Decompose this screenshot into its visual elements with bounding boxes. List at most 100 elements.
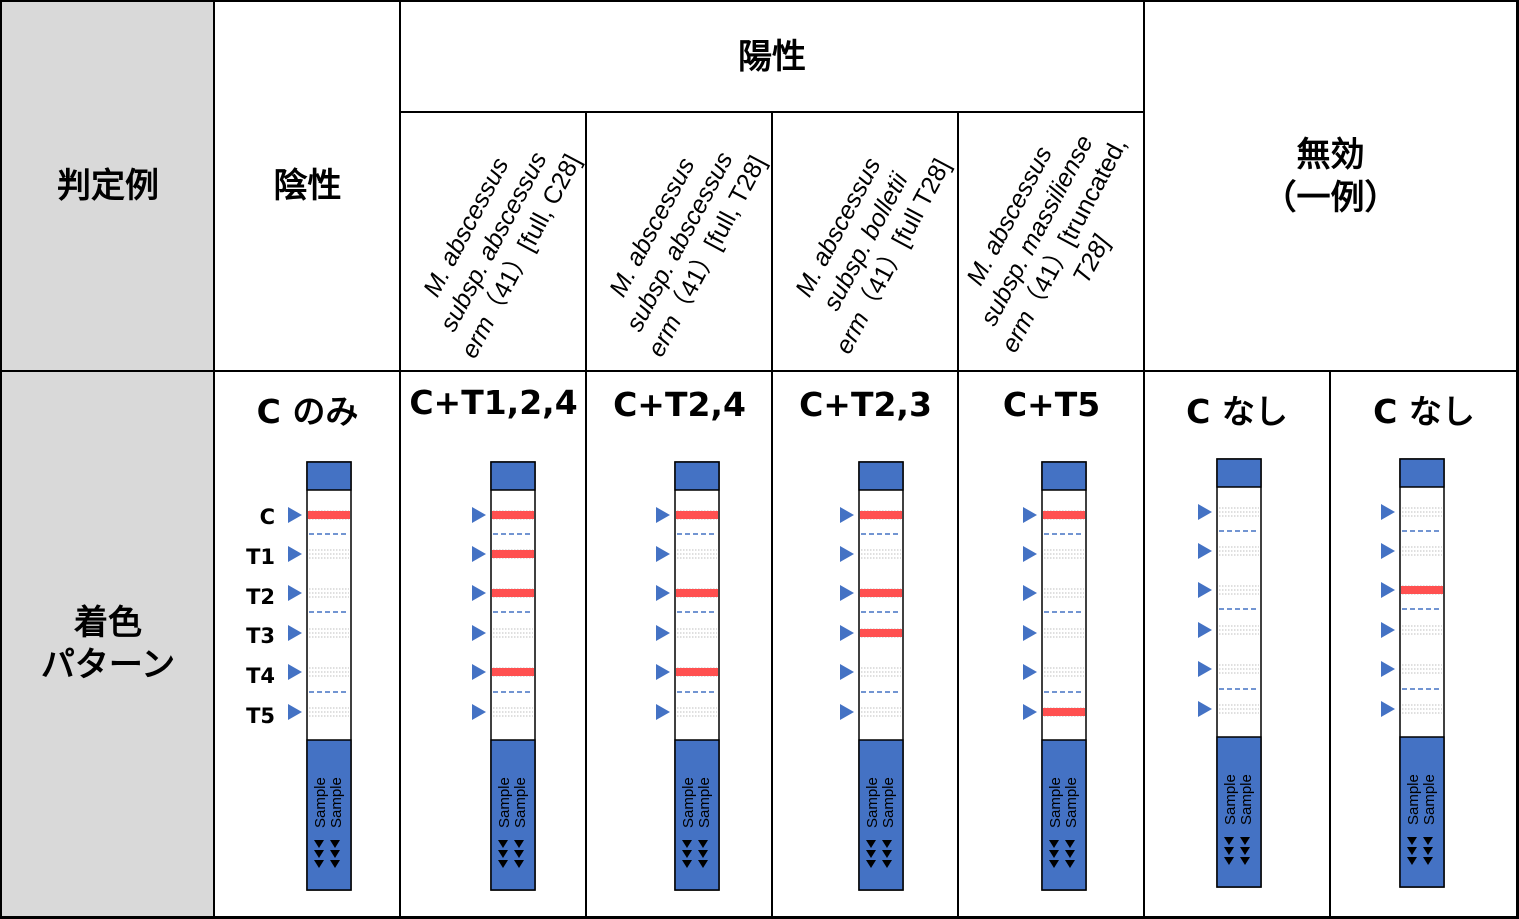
marker-label-t4: T4 xyxy=(246,664,275,688)
test-strip-3: Sample Sample xyxy=(653,461,721,892)
flow-arrow-icon xyxy=(1065,860,1075,868)
test-strip-4: Sample Sample xyxy=(837,461,905,892)
negative-header: 陰性 xyxy=(215,2,400,371)
marker-arrow-t3 xyxy=(1198,622,1212,638)
invalid-header-line2: （一例） xyxy=(1262,177,1399,218)
flow-arrow-icon xyxy=(330,850,340,858)
flow-arrow-icon xyxy=(1240,847,1250,855)
flow-arrow-icon xyxy=(314,840,324,848)
negative-header-text: 陰性 xyxy=(273,166,342,207)
band-c xyxy=(860,511,902,519)
marker-arrow-c xyxy=(472,507,486,523)
flow-arrow-icon xyxy=(882,850,892,858)
pattern-label-7: C なし xyxy=(1373,392,1475,431)
flow-arrow-icon xyxy=(330,840,340,848)
strip-top-pad xyxy=(1041,461,1087,491)
strip-sample-pad xyxy=(858,739,904,891)
flow-arrow-icon xyxy=(514,860,524,868)
strip-sample-pad xyxy=(674,739,720,891)
flow-arrow-icon xyxy=(1224,847,1234,855)
test-strip-6: Sample Sample xyxy=(1195,458,1263,889)
pattern-label-3: C+T2,4 xyxy=(613,385,746,424)
marker-arrow-t2 xyxy=(1023,585,1037,601)
table-border-left xyxy=(0,0,2,919)
marker-arrow-t3 xyxy=(472,625,486,641)
col-divider-6 xyxy=(1143,0,1145,919)
sample-label-2: Sample xyxy=(880,777,897,828)
flow-arrow-icon xyxy=(1240,857,1250,865)
band-t2 xyxy=(860,589,902,597)
marker-arrow-c xyxy=(1198,504,1212,520)
flow-arrow-icon xyxy=(314,860,324,868)
flow-arrow-icon xyxy=(1049,850,1059,858)
strip-sample-pad xyxy=(1041,739,1087,891)
sample-label-1: Sample xyxy=(680,777,697,828)
col-divider-4 xyxy=(771,111,773,919)
sample-label-2: Sample xyxy=(1421,774,1438,825)
band-t1 xyxy=(492,550,534,558)
flow-arrow-icon xyxy=(1423,857,1433,865)
flow-arrow-icon xyxy=(498,840,508,848)
strip-sample-pad xyxy=(306,739,352,891)
pattern-label-5: C+T5 xyxy=(1002,385,1101,424)
band-t2 xyxy=(676,589,718,597)
band-c xyxy=(492,511,534,519)
band-c xyxy=(676,511,718,519)
subtype-label-4: M. abscessus subsp. massiliense erm（41）[… xyxy=(940,103,1162,372)
flow-arrow-icon xyxy=(698,850,708,858)
marker-arrow-t5 xyxy=(1198,701,1212,717)
flow-arrow-icon xyxy=(1224,857,1234,865)
marker-arrow-t1 xyxy=(288,546,302,562)
marker-arrow-t5 xyxy=(1023,704,1037,720)
flow-arrow-icon xyxy=(1224,837,1234,845)
test-strip-1: Sample Sample xyxy=(285,461,353,892)
marker-arrow-t4 xyxy=(288,664,302,680)
marker-arrow-c xyxy=(656,507,670,523)
flow-arrow-icon xyxy=(498,860,508,868)
marker-arrow-t4 xyxy=(1198,661,1212,677)
sample-label-1: Sample xyxy=(312,777,329,828)
flow-arrow-icon xyxy=(866,840,876,848)
strip-sample-pad xyxy=(1399,736,1445,888)
positive-header: 陽性 xyxy=(401,2,1143,112)
flow-arrow-icon xyxy=(1407,857,1417,865)
flow-arrow-icon xyxy=(330,860,340,868)
invalid-header-line1: 無効 xyxy=(1296,135,1365,175)
marker-arrow-t5 xyxy=(472,704,486,720)
marker-arrow-t3 xyxy=(1381,622,1395,638)
sample-label-2: Sample xyxy=(696,777,713,828)
strip-sample-pad xyxy=(1216,736,1262,888)
marker-arrow-t3 xyxy=(656,625,670,641)
sample-label-1: Sample xyxy=(1405,774,1422,825)
marker-label-c: C xyxy=(259,505,275,529)
marker-arrow-t2 xyxy=(1381,582,1395,598)
pattern-label-6: C なし xyxy=(1186,392,1288,431)
flow-arrow-icon xyxy=(682,850,692,858)
marker-arrow-t1 xyxy=(1023,546,1037,562)
table-border-top xyxy=(0,0,1519,2)
band-c xyxy=(1043,511,1085,519)
marker-label-t1: T1 xyxy=(246,545,275,569)
test-strip-5: Sample Sample xyxy=(1020,461,1088,892)
row-label-pattern: 着色 パターン xyxy=(2,372,214,916)
col-divider-3 xyxy=(585,111,587,919)
marker-arrow-t3 xyxy=(840,625,854,641)
band-t5 xyxy=(1043,708,1085,716)
flow-arrow-icon xyxy=(1423,847,1433,855)
sample-label-2: Sample xyxy=(328,777,345,828)
band-t4 xyxy=(492,668,534,676)
marker-arrow-c xyxy=(1381,504,1395,520)
flow-arrow-icon xyxy=(682,840,692,848)
marker-arrow-t4 xyxy=(1381,661,1395,677)
marker-arrow-t4 xyxy=(656,664,670,680)
sample-label-1: Sample xyxy=(864,777,881,828)
pattern-label-1: C のみ xyxy=(256,392,359,431)
flow-arrow-icon xyxy=(1049,840,1059,848)
marker-label-t5: T5 xyxy=(246,704,275,728)
flow-arrow-icon xyxy=(1240,837,1250,845)
band-t2 xyxy=(492,589,534,597)
subtype-label-2: M. abscessus subsp. abscessus erm（41）[fu… xyxy=(587,122,774,363)
marker-arrow-t3 xyxy=(1023,625,1037,641)
marker-arrow-c xyxy=(1023,507,1037,523)
table-border-bottom xyxy=(0,916,1519,919)
